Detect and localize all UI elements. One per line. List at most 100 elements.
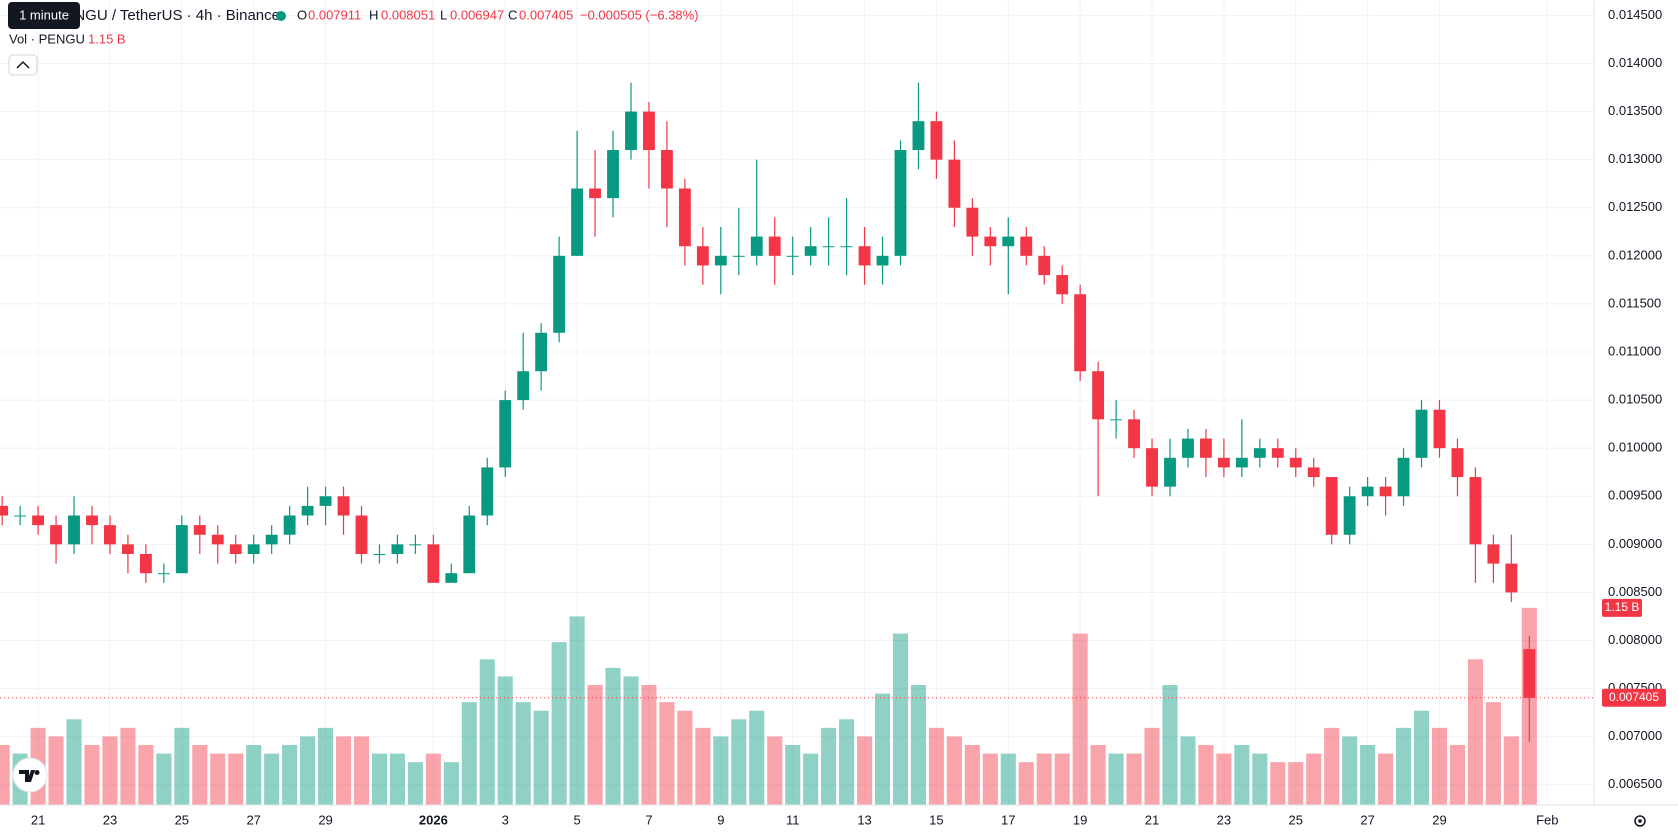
volume-bar bbox=[964, 745, 980, 805]
candle-body bbox=[104, 525, 116, 545]
volume-bar bbox=[1018, 762, 1034, 805]
volume-bar bbox=[515, 702, 531, 805]
x-tick-label: 25 bbox=[175, 812, 189, 827]
candle-body bbox=[535, 332, 548, 372]
y-tick-label: 0.013000 bbox=[1608, 151, 1662, 166]
x-tick-label: 15 bbox=[929, 812, 943, 827]
volume-bar bbox=[443, 762, 459, 805]
candle-body bbox=[1002, 236, 1015, 247]
x-tick-label: 11 bbox=[786, 812, 800, 827]
volume-bar bbox=[1378, 753, 1394, 805]
candle-body bbox=[589, 188, 601, 199]
y-tick-label: 0.007000 bbox=[1608, 728, 1662, 743]
candle-body bbox=[1415, 409, 1428, 458]
x-tick-label: 13 bbox=[857, 812, 871, 827]
volume-bar bbox=[66, 719, 82, 805]
candle-body bbox=[1164, 457, 1176, 487]
x-tick-label: 23 bbox=[1217, 812, 1231, 827]
candle-body bbox=[409, 544, 422, 546]
volume-bar bbox=[946, 736, 962, 805]
volume-bar bbox=[1054, 753, 1070, 805]
y-tick-label: 0.011000 bbox=[1608, 343, 1661, 358]
candle-body bbox=[1092, 371, 1105, 420]
candle-body bbox=[750, 236, 763, 256]
candle-body bbox=[1253, 448, 1266, 458]
volume-bar bbox=[318, 727, 334, 805]
candle-body bbox=[1433, 409, 1446, 449]
x-tick-label: 27 bbox=[1360, 812, 1374, 827]
candle-body bbox=[984, 236, 997, 247]
collapse-button[interactable] bbox=[8, 54, 38, 76]
volume-bar bbox=[677, 710, 693, 805]
candle-body bbox=[876, 255, 889, 266]
volume-bar bbox=[1306, 753, 1322, 805]
settings-button[interactable] bbox=[1634, 815, 1646, 827]
candle-body bbox=[1056, 275, 1069, 295]
candle-body bbox=[840, 246, 853, 248]
volume-bar bbox=[1485, 702, 1501, 805]
candle-body bbox=[714, 255, 727, 266]
candle-body bbox=[265, 534, 278, 545]
candle-body bbox=[1307, 467, 1320, 478]
ohlc-value: 0.007911 bbox=[308, 7, 361, 22]
candle-body bbox=[391, 544, 404, 554]
ohlc-letter: H bbox=[369, 7, 378, 22]
logo-mark bbox=[19, 770, 40, 782]
volume-bar bbox=[569, 616, 585, 805]
volume-bar bbox=[192, 745, 208, 805]
volume-bar bbox=[713, 736, 729, 805]
candle-body bbox=[1020, 236, 1033, 256]
y-tick-label: 0.009500 bbox=[1608, 488, 1662, 503]
candle-body bbox=[1038, 255, 1051, 276]
volume-bar bbox=[1396, 727, 1412, 805]
volume-bar bbox=[407, 762, 423, 805]
candle-body bbox=[643, 111, 655, 151]
volume-bar bbox=[156, 753, 172, 805]
candle-body bbox=[157, 573, 170, 575]
candle-body bbox=[607, 150, 619, 199]
volume-bar bbox=[174, 727, 190, 805]
x-tick-label: 9 bbox=[717, 812, 724, 827]
candle-body bbox=[229, 544, 242, 554]
candle-body bbox=[1469, 477, 1482, 545]
candle-body bbox=[301, 505, 314, 516]
candle-body bbox=[517, 371, 530, 401]
candle-body bbox=[768, 236, 781, 256]
candle-body bbox=[1523, 649, 1536, 698]
symbol: PENGU / TetherUS · 4h · Binance bbox=[54, 7, 280, 24]
ohlc-letter: L bbox=[440, 7, 447, 22]
candle-body bbox=[68, 515, 80, 545]
volume-bar bbox=[857, 736, 873, 805]
candle-body bbox=[0, 505, 9, 516]
volume-bar bbox=[910, 685, 927, 805]
y-tick-label: 0.010000 bbox=[1608, 440, 1662, 455]
volume-bar bbox=[1090, 745, 1106, 805]
y-tick-label: 0.008500 bbox=[1608, 584, 1662, 599]
y-tick-label: 0.011500 bbox=[1608, 295, 1661, 310]
candle-body bbox=[894, 150, 907, 256]
volume-bar bbox=[731, 719, 747, 805]
candle-body bbox=[966, 207, 979, 237]
volume-bar bbox=[1431, 727, 1448, 805]
candle-body bbox=[553, 255, 566, 333]
candle-body bbox=[858, 246, 871, 266]
tooltip-text: 1 minute bbox=[19, 7, 69, 22]
grid bbox=[0, 0, 1594, 805]
y-tick-label: 0.008000 bbox=[1608, 632, 1662, 647]
volume-bar bbox=[425, 753, 441, 805]
volume-bar bbox=[300, 736, 316, 805]
x-tick-label: 29 bbox=[1432, 812, 1446, 827]
x-tick-label: 25 bbox=[1289, 812, 1303, 827]
volume-bar bbox=[1360, 745, 1376, 805]
candle-body bbox=[193, 525, 206, 535]
candle-body bbox=[175, 525, 188, 574]
volume-pane bbox=[0, 607, 1537, 805]
last-price-label: 0.007405 bbox=[1609, 690, 1659, 704]
volume-bar bbox=[1126, 753, 1142, 805]
candle-body bbox=[1235, 457, 1248, 468]
volume-bar bbox=[1234, 745, 1250, 805]
volume-bar bbox=[1216, 753, 1232, 805]
volume-bar bbox=[641, 685, 657, 805]
candle-body bbox=[732, 255, 745, 257]
candle-body bbox=[625, 111, 637, 151]
